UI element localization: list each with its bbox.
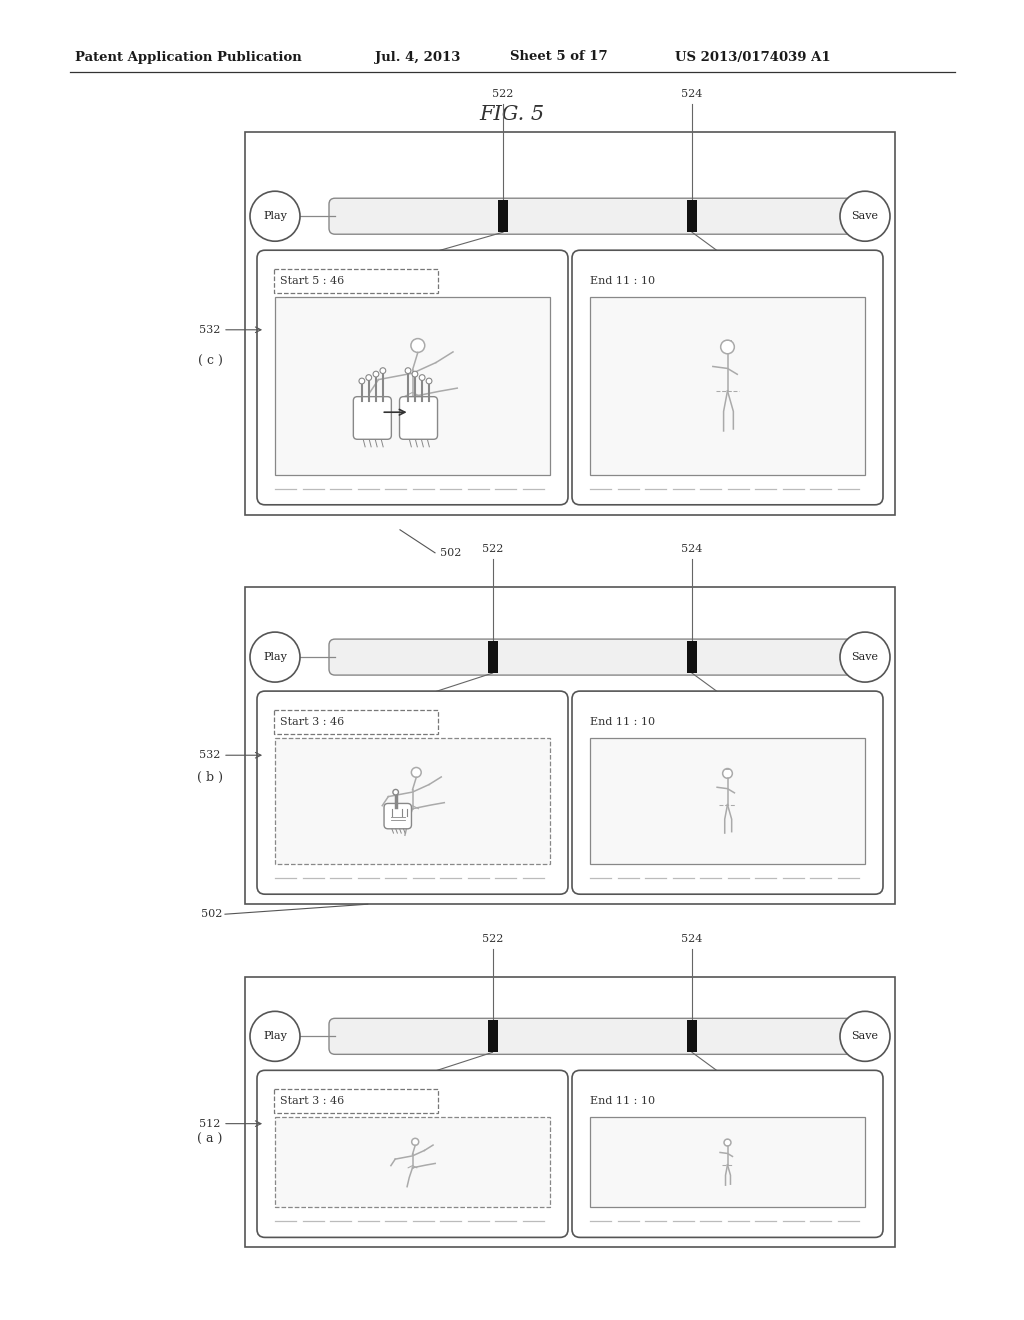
Bar (687, 642, 697, 673)
FancyBboxPatch shape (572, 1071, 883, 1237)
Bar (687, 201, 697, 232)
FancyBboxPatch shape (257, 692, 568, 894)
Text: 524: 524 (681, 88, 702, 99)
Circle shape (840, 632, 890, 682)
FancyBboxPatch shape (245, 132, 895, 515)
Circle shape (412, 767, 421, 777)
FancyBboxPatch shape (329, 639, 866, 675)
Bar (275, 738, 550, 865)
FancyBboxPatch shape (245, 587, 895, 904)
Text: 524: 524 (681, 933, 702, 944)
Circle shape (723, 768, 732, 779)
Circle shape (426, 378, 432, 384)
Text: US 2013/0174039 A1: US 2013/0174039 A1 (675, 50, 830, 63)
Text: End 11 : 10: End 11 : 10 (590, 717, 655, 727)
FancyBboxPatch shape (399, 396, 437, 440)
Circle shape (250, 191, 300, 242)
Text: 512: 512 (199, 1118, 220, 1129)
Bar (590, 738, 865, 865)
Text: Save: Save (852, 652, 879, 663)
Circle shape (366, 375, 372, 380)
Text: Sheet 5 of 17: Sheet 5 of 17 (510, 50, 607, 63)
FancyBboxPatch shape (245, 977, 895, 1247)
Bar (275, 1117, 550, 1208)
Text: 522: 522 (493, 88, 514, 99)
Circle shape (412, 371, 418, 378)
Bar (498, 201, 508, 232)
Text: Play: Play (263, 211, 287, 222)
Circle shape (724, 1139, 731, 1146)
Text: 522: 522 (482, 933, 503, 944)
Circle shape (250, 632, 300, 682)
Text: End 11 : 10: End 11 : 10 (590, 276, 655, 286)
FancyBboxPatch shape (257, 1071, 568, 1237)
Bar (687, 1020, 697, 1052)
FancyBboxPatch shape (274, 269, 438, 293)
Bar (487, 1020, 498, 1052)
Text: 524: 524 (681, 544, 702, 554)
Text: 502: 502 (440, 548, 462, 558)
Circle shape (840, 1011, 890, 1061)
Text: Save: Save (852, 1031, 879, 1041)
Circle shape (359, 378, 365, 384)
Circle shape (840, 191, 890, 242)
Circle shape (419, 375, 425, 380)
FancyBboxPatch shape (257, 251, 568, 504)
Text: 502: 502 (201, 909, 222, 919)
Text: 532: 532 (199, 325, 220, 335)
Circle shape (380, 368, 386, 374)
Circle shape (411, 339, 425, 352)
Bar (487, 642, 498, 673)
Text: ( a ): ( a ) (198, 1133, 222, 1146)
Circle shape (250, 1011, 300, 1061)
Circle shape (406, 368, 411, 374)
Bar (590, 297, 865, 475)
Text: Start 3 : 46: Start 3 : 46 (280, 1097, 344, 1106)
FancyBboxPatch shape (329, 198, 866, 234)
FancyBboxPatch shape (329, 1018, 866, 1055)
Text: 532: 532 (199, 750, 220, 760)
Text: ( c ): ( c ) (198, 355, 222, 368)
FancyBboxPatch shape (572, 692, 883, 894)
Text: End 11 : 10: End 11 : 10 (590, 1097, 655, 1106)
Text: Save: Save (852, 211, 879, 222)
Circle shape (412, 1138, 419, 1146)
FancyBboxPatch shape (274, 1089, 438, 1113)
FancyBboxPatch shape (274, 710, 438, 734)
Text: ( b ): ( b ) (197, 771, 223, 784)
Bar (275, 297, 550, 475)
Circle shape (373, 371, 379, 378)
Text: 522: 522 (482, 544, 503, 554)
FancyBboxPatch shape (384, 804, 412, 829)
Circle shape (393, 789, 398, 795)
Text: Start 3 : 46: Start 3 : 46 (280, 717, 344, 727)
Text: Play: Play (263, 652, 287, 663)
FancyBboxPatch shape (572, 251, 883, 504)
Text: Jul. 4, 2013: Jul. 4, 2013 (375, 50, 461, 63)
FancyBboxPatch shape (353, 396, 391, 440)
Text: Play: Play (263, 1031, 287, 1041)
Text: FIG. 5: FIG. 5 (479, 106, 545, 124)
Circle shape (721, 341, 734, 354)
Bar (590, 1117, 865, 1208)
Text: Start 5 : 46: Start 5 : 46 (280, 276, 344, 286)
Text: Patent Application Publication: Patent Application Publication (75, 50, 302, 63)
